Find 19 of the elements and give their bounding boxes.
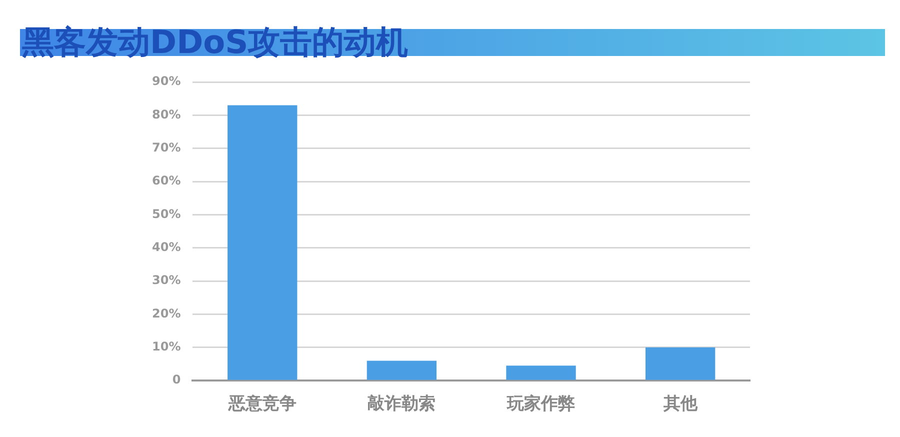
- y-tick-label: 0: [172, 372, 181, 387]
- y-tick-label: 60%: [152, 174, 181, 188]
- y-tick-label: 90%: [152, 74, 181, 88]
- y-tick-label: 70%: [152, 140, 181, 154]
- bar: [228, 105, 298, 380]
- y-tick-label: 30%: [152, 273, 181, 288]
- x-tick-label: 其他: [662, 394, 698, 414]
- y-tick-label: 80%: [152, 107, 181, 122]
- x-tick-label: 玩家作弊: [506, 394, 576, 414]
- y-tick-label: 20%: [152, 306, 181, 320]
- y-tick-label: 50%: [152, 206, 181, 221]
- bar: [506, 366, 576, 380]
- bar: [646, 347, 716, 380]
- x-tick-label: 敲诈勒索: [368, 394, 436, 414]
- x-tick-label: 恶意竞争: [227, 394, 296, 414]
- y-tick-label: 40%: [152, 240, 181, 254]
- chart-title: 黑客发动DDoS攻击的动机: [22, 22, 408, 63]
- bar: [366, 360, 437, 380]
- y-tick-label: 10%: [152, 340, 181, 354]
